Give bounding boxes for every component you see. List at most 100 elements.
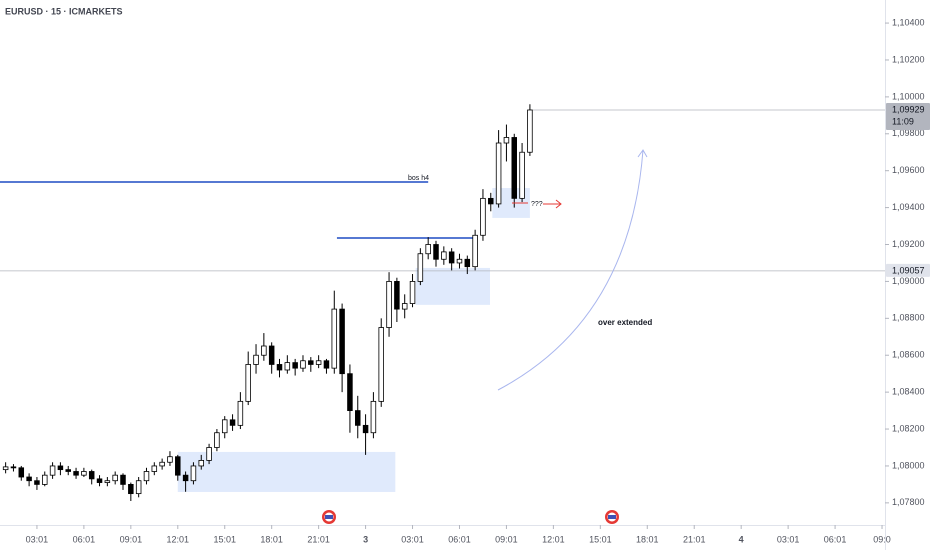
y-tick-label: 1,09400 xyxy=(892,202,925,212)
countdown: 11:09 xyxy=(892,116,914,126)
candle-body xyxy=(96,478,103,483)
candle-body xyxy=(355,410,361,426)
y-tick-label: 1,08800 xyxy=(892,313,925,323)
candle-body xyxy=(190,465,197,482)
candle-body xyxy=(112,474,118,482)
y-tick-label: 1,08200 xyxy=(892,423,925,433)
x-tick-label: 21:01 xyxy=(307,534,330,544)
candle-body xyxy=(488,197,494,205)
candle-body xyxy=(253,354,259,365)
price-badge-label: 1,09929 xyxy=(892,104,925,114)
price-badge-label: 1,09057 xyxy=(892,265,925,275)
flag-icon xyxy=(322,510,336,524)
candle-body xyxy=(464,258,471,268)
candle-body xyxy=(73,471,79,476)
curved-arrow xyxy=(497,149,648,391)
x-tick-label: 09:01 xyxy=(120,534,143,544)
x-tick-label: 06:01 xyxy=(824,534,847,544)
candle-body xyxy=(472,234,478,268)
candle-body xyxy=(198,460,205,467)
candle-body xyxy=(417,253,424,282)
candle-body xyxy=(401,303,408,310)
candle-body xyxy=(292,362,298,369)
y-tick-label: 1,09200 xyxy=(892,239,925,249)
candle-body xyxy=(34,480,40,485)
chart-title: EURUSD · 15 · ICMARKETS xyxy=(5,6,123,16)
y-tick-label: 1,09600 xyxy=(892,165,925,175)
candle-body xyxy=(26,476,32,482)
red-arrow xyxy=(543,199,562,209)
x-tick-label: 12:01 xyxy=(542,534,565,544)
candle-body xyxy=(237,400,244,426)
candle-body xyxy=(167,456,173,463)
candle-body xyxy=(135,480,142,495)
candle-body xyxy=(503,137,510,144)
candle-body xyxy=(527,109,533,153)
bos-label: bos h4 xyxy=(408,175,429,182)
candle-body xyxy=(206,447,212,461)
candle-body xyxy=(229,419,236,426)
y-tick-label: 1,08600 xyxy=(892,350,925,360)
candle-body xyxy=(308,360,314,365)
candle-body xyxy=(315,360,322,365)
candle-body xyxy=(276,364,283,371)
y-tick-label: 1,07800 xyxy=(892,497,925,507)
candle-body xyxy=(261,345,267,356)
x-tick-label: 12:01 xyxy=(167,534,190,544)
x-tick-label: 03:01 xyxy=(777,534,800,544)
candle-body xyxy=(433,244,439,260)
candle-body xyxy=(65,469,71,472)
candle-body xyxy=(18,467,25,478)
candle-body xyxy=(511,137,518,199)
x-tick-label: 03:01 xyxy=(401,534,424,544)
candle-body xyxy=(128,484,134,495)
candle-body xyxy=(480,197,486,236)
zone xyxy=(177,451,396,492)
x-tick-label: 09:0 xyxy=(873,534,891,544)
candle-body xyxy=(245,364,251,402)
y-tick-label: 1,10400 xyxy=(892,17,925,27)
candle-body xyxy=(347,373,353,411)
x-tick-label: 09:01 xyxy=(495,534,518,544)
zone xyxy=(415,267,490,305)
candle-body xyxy=(159,461,165,467)
y-tick-label: 1,08400 xyxy=(892,387,925,397)
note-label: over extended xyxy=(598,318,652,327)
candle-body xyxy=(339,308,345,375)
candle-body xyxy=(120,474,126,485)
x-tick-label: 3 xyxy=(363,534,368,544)
candle-body xyxy=(495,142,502,205)
price-badge xyxy=(886,102,930,130)
x-tick-label: 15:01 xyxy=(213,534,236,544)
candle-body xyxy=(456,258,463,264)
x-tick-label: 18:01 xyxy=(260,534,283,544)
axis: 1,07800 1,08000 1,08200 1,08400 1,08600 1,088… xyxy=(26,17,930,544)
x-tick-label: 06:01 xyxy=(73,534,96,544)
candle-body xyxy=(394,281,400,310)
question-label: ??? xyxy=(531,201,543,208)
y-tick-label: 1,09800 xyxy=(892,128,925,138)
candle-body xyxy=(151,465,158,472)
candle-body xyxy=(49,465,56,476)
candle-body xyxy=(143,471,150,482)
x-tick-label: 18:01 xyxy=(636,534,659,544)
candle-body xyxy=(409,281,416,304)
candle-body xyxy=(88,471,95,480)
candle-body xyxy=(362,424,369,434)
x-tick-label: 03:01 xyxy=(26,534,49,544)
candle-body xyxy=(331,308,338,369)
x-tick-label: 06:01 xyxy=(448,534,471,544)
candle-body xyxy=(448,251,455,264)
candle-body xyxy=(519,151,525,199)
candle-body xyxy=(175,456,181,476)
flag-icon xyxy=(605,510,619,524)
candle-body xyxy=(284,362,291,371)
candle-body xyxy=(221,419,228,434)
y-tick-label: 1,10200 xyxy=(892,54,925,64)
candle-body xyxy=(323,360,330,369)
candle-body xyxy=(104,480,111,483)
candle-body xyxy=(42,474,48,485)
candle-body xyxy=(182,474,189,482)
